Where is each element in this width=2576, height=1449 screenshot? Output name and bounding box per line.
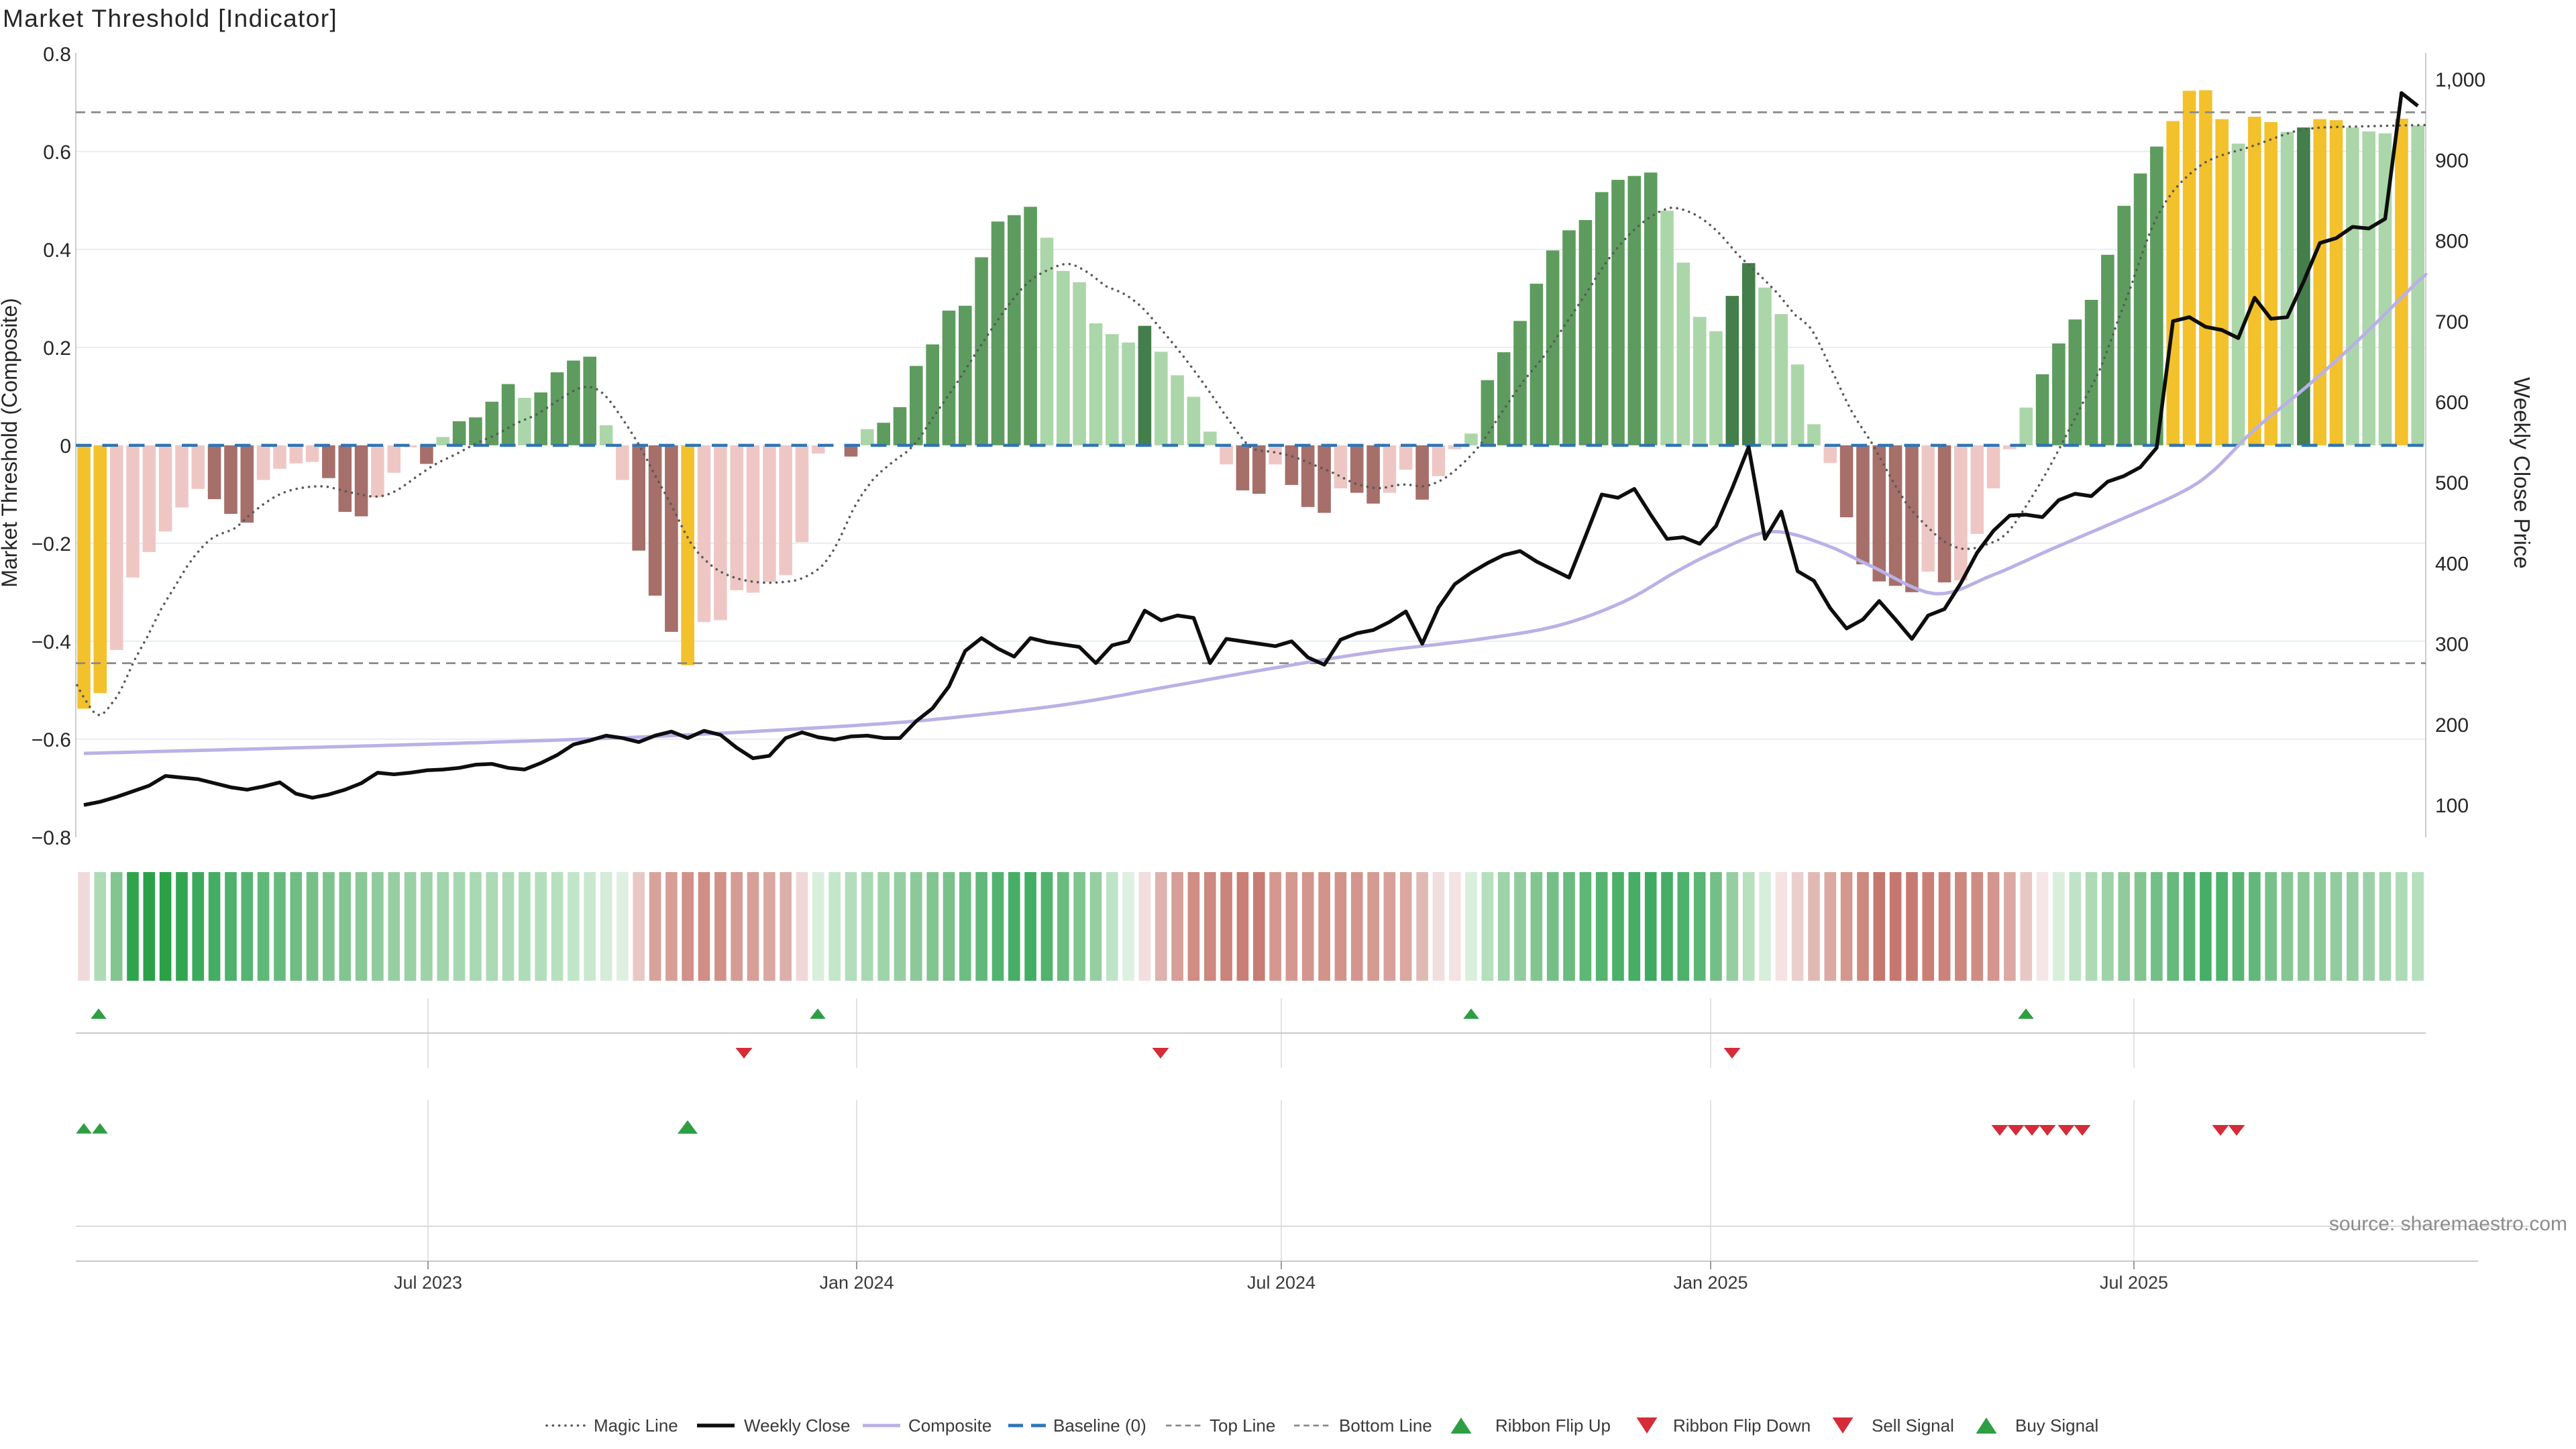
svg-text:−0.4: −0.4	[32, 631, 71, 653]
svg-text:900: 900	[2435, 150, 2469, 172]
svg-text:600: 600	[2435, 392, 2469, 414]
svg-text:800: 800	[2435, 231, 2469, 253]
svg-text:100: 100	[2435, 795, 2469, 817]
svg-text:Jan 2024: Jan 2024	[819, 1273, 894, 1293]
svg-text:Sell Signal: Sell Signal	[1872, 1415, 1954, 1436]
svg-text:Jul 2025: Jul 2025	[2100, 1273, 2168, 1293]
svg-text:0: 0	[60, 435, 71, 458]
svg-text:0.4: 0.4	[43, 239, 71, 262]
svg-text:400: 400	[2435, 553, 2469, 575]
svg-text:Ribbon Flip Down: Ribbon Flip Down	[1673, 1415, 1811, 1436]
svg-text:Magic Line: Magic Line	[594, 1415, 678, 1436]
svg-text:Ribbon Flip Up: Ribbon Flip Up	[1495, 1415, 1611, 1436]
svg-text:300: 300	[2435, 634, 2469, 656]
svg-text:Jul 2023: Jul 2023	[394, 1273, 462, 1293]
svg-text:−0.6: −0.6	[32, 729, 71, 751]
svg-text:Weekly Close Price: Weekly Close Price	[2510, 377, 2534, 568]
svg-text:Composite: Composite	[908, 1415, 991, 1436]
svg-text:Baseline (0): Baseline (0)	[1053, 1415, 1146, 1436]
svg-text:0.2: 0.2	[43, 337, 71, 360]
svg-text:200: 200	[2435, 714, 2469, 737]
svg-text:Buy Signal: Buy Signal	[2015, 1415, 2098, 1436]
svg-text:Jul 2024: Jul 2024	[1247, 1273, 1316, 1293]
svg-text:1,000: 1,000	[2435, 69, 2485, 91]
svg-text:Market Threshold (Composite): Market Threshold (Composite)	[0, 298, 21, 588]
svg-text:source: sharemaestro.com: source: sharemaestro.com	[2329, 1213, 2567, 1235]
svg-text:500: 500	[2435, 472, 2469, 494]
svg-text:−0.2: −0.2	[32, 533, 71, 555]
svg-text:0.6: 0.6	[43, 142, 71, 164]
svg-text:Market Threshold [Indicator]: Market Threshold [Indicator]	[3, 5, 337, 32]
svg-text:700: 700	[2435, 311, 2469, 333]
svg-text:Jan 2025: Jan 2025	[1673, 1273, 1748, 1293]
svg-text:0.8: 0.8	[43, 44, 71, 66]
svg-text:Weekly Close: Weekly Close	[744, 1415, 850, 1436]
svg-text:Bottom Line: Bottom Line	[1339, 1415, 1432, 1436]
svg-text:−0.8: −0.8	[32, 827, 71, 849]
svg-text:Top Line: Top Line	[1210, 1415, 1275, 1436]
